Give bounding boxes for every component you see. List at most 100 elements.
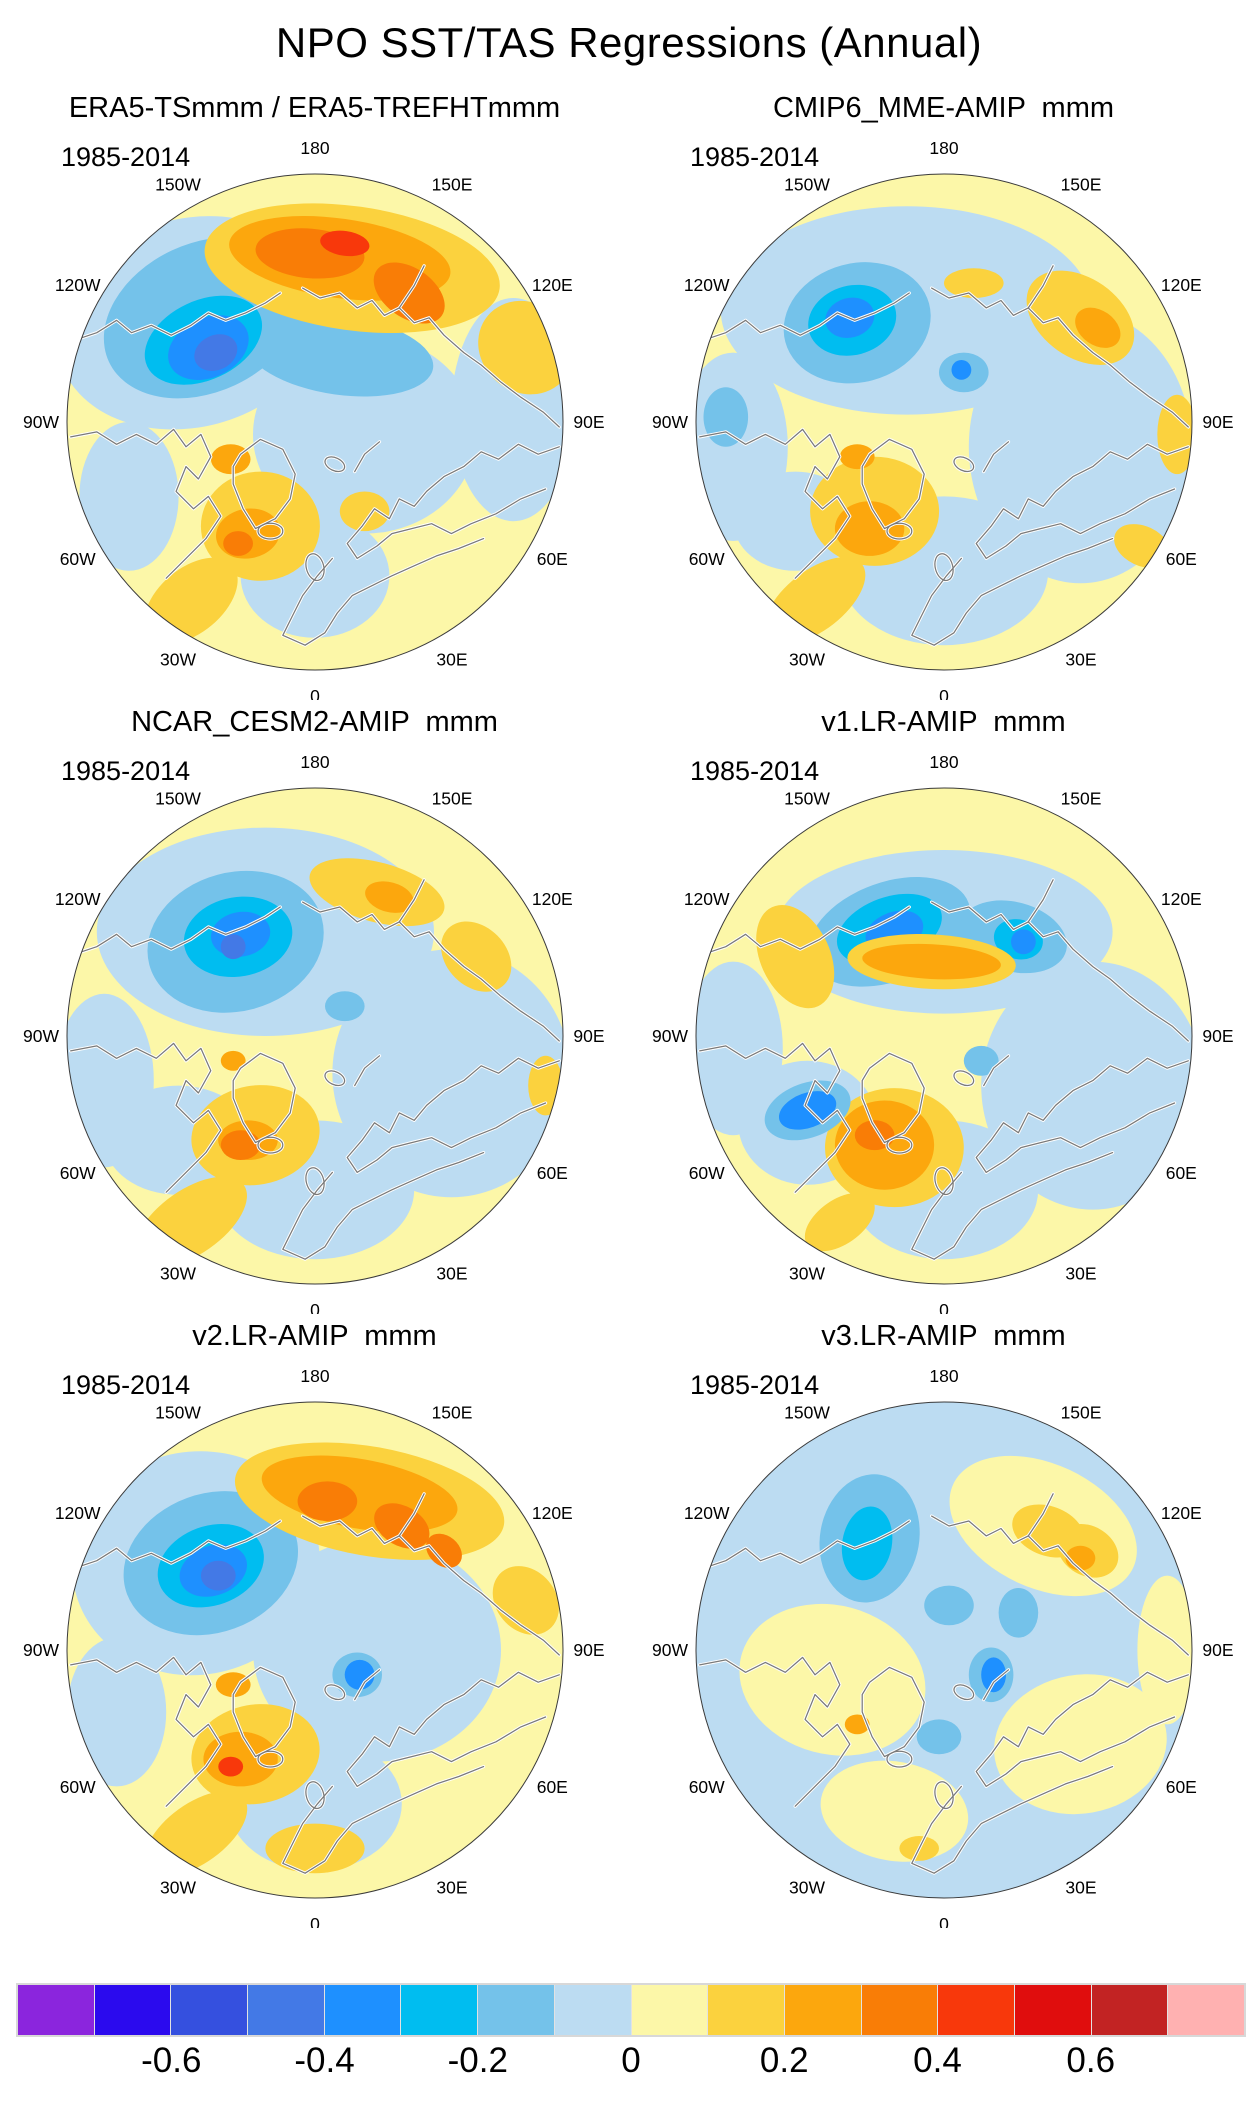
- coastline-path: [69, 1656, 221, 1807]
- anomaly-blob: [916, 1719, 961, 1755]
- lon-label: 0: [310, 1914, 320, 1928]
- coastline-path: [1027, 1493, 1054, 1537]
- lon-label: 180: [929, 138, 958, 158]
- lon-label: 120E: [531, 275, 572, 295]
- lon-label: 120W: [54, 889, 100, 909]
- anomaly-blob: [993, 1674, 1167, 1815]
- anomaly-blob: [998, 1588, 1038, 1638]
- anomaly-blob: [324, 991, 365, 1022]
- coastline-path: [346, 1057, 560, 1174]
- anomaly-blob: [963, 1045, 999, 1076]
- lon-label: 180: [300, 752, 329, 772]
- coastline-path: [73, 906, 281, 955]
- anomaly-blob: [217, 1756, 243, 1777]
- map-panel: v3.LR-AMIP mmm 180 150E 120E 90E 60E 30E 0 30W 6…: [629, 1314, 1258, 1928]
- anomaly-blob: [66, 1637, 166, 1787]
- colorbar: -0.6 -0.4 -0.2 0 0.2 0.4 0.6: [0, 1983, 1258, 2123]
- coastline-island: [885, 522, 912, 540]
- coastline-island: [304, 1781, 325, 1810]
- colorbar-tick-label: -0.6: [141, 2041, 202, 2080]
- map-wrap: 180 150E 120E 90E 60E 30E 0 30W 60W 90W 120W 150W 19…: [629, 130, 1258, 700]
- coastline-island: [885, 1750, 912, 1768]
- colorbar-tick-label: 0.4: [913, 2041, 962, 2080]
- lon-label: 90W: [652, 1640, 688, 1660]
- colorbar-segment: [860, 1985, 938, 2035]
- colorbar-segment: [1167, 1985, 1244, 2035]
- lon-label: 60E: [1165, 1163, 1196, 1183]
- map-boundary-circle: [695, 1401, 1192, 1899]
- map-boundary-circle: [66, 787, 563, 1285]
- panel-period: 1985-2014: [61, 142, 190, 172]
- coastline-island: [952, 1070, 974, 1087]
- coastline-path: [982, 441, 1009, 473]
- coastline-path: [69, 428, 221, 579]
- coastline-path: [698, 428, 850, 579]
- anomaly-blob: [844, 1714, 870, 1735]
- polar-map: 180 150E 120E 90E 60E 30E 0 30W 60W 90W 120W 150W 19…: [652, 1366, 1234, 1928]
- panel-period: 1985-2014: [61, 756, 190, 786]
- polar-map: 180 150E 120E 90E 60E 30E 0 30W 60W 90W 120W 150W 19…: [23, 138, 605, 700]
- panel-title: v3.LR-AMIP mmm: [821, 1320, 1066, 1352]
- lon-label: 150E: [1060, 175, 1101, 195]
- lon-label: 60W: [688, 1163, 724, 1183]
- coastline-path: [698, 1656, 850, 1807]
- coastline-path: [910, 1765, 1113, 1874]
- lon-label: 30E: [1065, 1877, 1096, 1897]
- colorbar-segment: [1013, 1985, 1091, 2035]
- coastline-island: [952, 456, 974, 473]
- coastline-path: [69, 1042, 221, 1193]
- anomaly-blob: [1010, 929, 1036, 955]
- anomaly-blob: [202, 1731, 278, 1787]
- colorbar-segment: [323, 1985, 401, 2035]
- coastline-island: [256, 522, 283, 540]
- coastline-greenland: [861, 1666, 925, 1758]
- panel-title: v2.LR-AMIP mmm: [192, 1320, 437, 1352]
- lon-label: 150W: [784, 1403, 830, 1423]
- anomaly-blob: [222, 531, 253, 556]
- lon-label: 90E: [573, 1640, 604, 1660]
- coastline-path: [1027, 265, 1054, 309]
- anomaly-blob: [1136, 1575, 1192, 1725]
- lon-label: 180: [929, 752, 958, 772]
- coastline-island: [323, 1684, 345, 1701]
- map-contours: [66, 788, 563, 1284]
- colorbar-tick-label: 0.6: [1066, 2041, 1116, 2080]
- lon-label: 60W: [688, 1777, 724, 1797]
- lon-label: 120E: [1160, 889, 1201, 909]
- panel-period: 1985-2014: [690, 1370, 819, 1400]
- coastline-path: [975, 1057, 1189, 1174]
- lon-label: 60E: [1165, 1777, 1196, 1797]
- colorbar-segment: [400, 1985, 478, 2035]
- anomaly-blob: [200, 1560, 236, 1591]
- coastline-path: [281, 1151, 484, 1260]
- anomaly-blob: [252, 1538, 501, 1762]
- coastline-path: [982, 1055, 1009, 1087]
- coastline-path: [301, 287, 560, 428]
- anomaly-blob: [364, 881, 414, 913]
- anomaly-blob: [440, 921, 511, 992]
- map-contours: [66, 1402, 563, 1898]
- anomaly-blob: [804, 1192, 875, 1252]
- coastline-path: [702, 906, 910, 955]
- lon-label: 90W: [23, 412, 59, 432]
- lon-label: 30W: [160, 1877, 196, 1897]
- lon-label: 0: [939, 686, 949, 700]
- coastline-greenland: [232, 1666, 296, 1758]
- coastline-island: [933, 553, 954, 582]
- anomaly-blob: [834, 501, 904, 556]
- coastline-path: [975, 443, 1189, 560]
- anomaly-blob: [220, 934, 246, 960]
- coastline-island: [885, 1136, 912, 1154]
- coastline-path: [702, 1520, 910, 1569]
- anomaly-blob: [344, 1659, 374, 1690]
- anomaly-blob: [980, 961, 1192, 1210]
- lon-label: 120E: [531, 1503, 572, 1523]
- colorbar-segment: [783, 1985, 861, 2035]
- lon-label: 60W: [59, 549, 95, 569]
- anomaly-blob: [951, 360, 971, 380]
- map-panel: NCAR_CESM2-AMIP mmm 180 150E 120E 90E 60E 30E…: [0, 700, 629, 1314]
- anomaly-blob: [220, 1130, 260, 1160]
- anomaly-blob: [923, 1585, 974, 1626]
- anomaly-blob: [820, 1760, 968, 1862]
- map-wrap: 180 150E 120E 90E 60E 30E 0 30W 60W 90W 120W 150W 19…: [629, 1358, 1258, 1928]
